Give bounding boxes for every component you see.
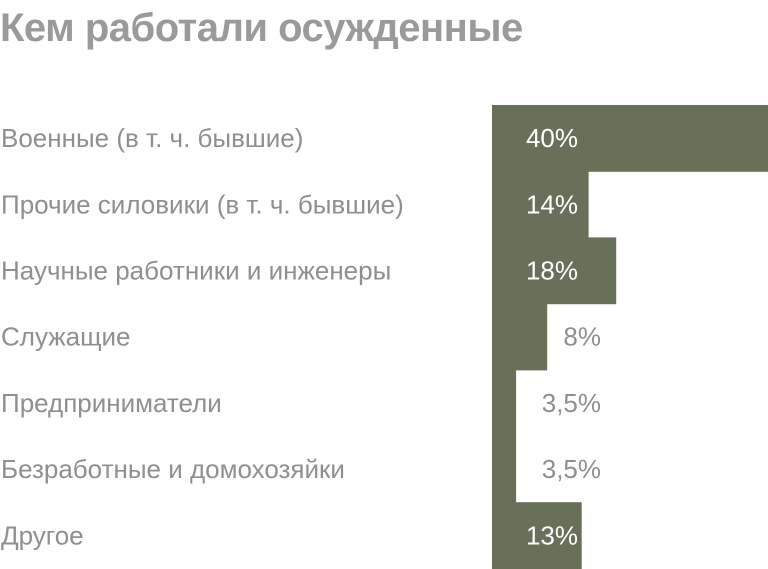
category-label: Научные работники и инженеры (1, 256, 391, 286)
category-label: Другое (1, 520, 84, 550)
chart-title: Кем работали осужденные (0, 6, 523, 50)
value-label: 14% (526, 189, 578, 219)
bar-6 (492, 436, 517, 503)
labels-layer: Военные (в т. ч. бывшие) 40% Прочие силови… (1, 123, 601, 550)
value-label: 8% (563, 322, 601, 352)
value-label: 13% (526, 520, 578, 550)
bars-layer (492, 105, 768, 569)
bar-4 (492, 303, 548, 371)
bar-7 (492, 502, 582, 569)
category-label: Служащие (1, 322, 130, 352)
bar-1 (492, 105, 768, 172)
value-label: 18% (526, 256, 578, 286)
bar-3 (492, 237, 617, 305)
value-label: 3,5% (542, 454, 601, 484)
bar-2 (492, 171, 589, 238)
value-label: 3,5% (542, 388, 601, 418)
value-label: 40% (526, 123, 578, 153)
bar-5 (492, 369, 517, 437)
category-label: Военные (в т. ч. бывшие) (1, 123, 303, 153)
category-label: Предприниматели (1, 388, 222, 418)
category-label: Прочие силовики (в т. ч. бывшие) (1, 189, 404, 219)
category-label: Безработные и домохозяйки (1, 454, 345, 484)
